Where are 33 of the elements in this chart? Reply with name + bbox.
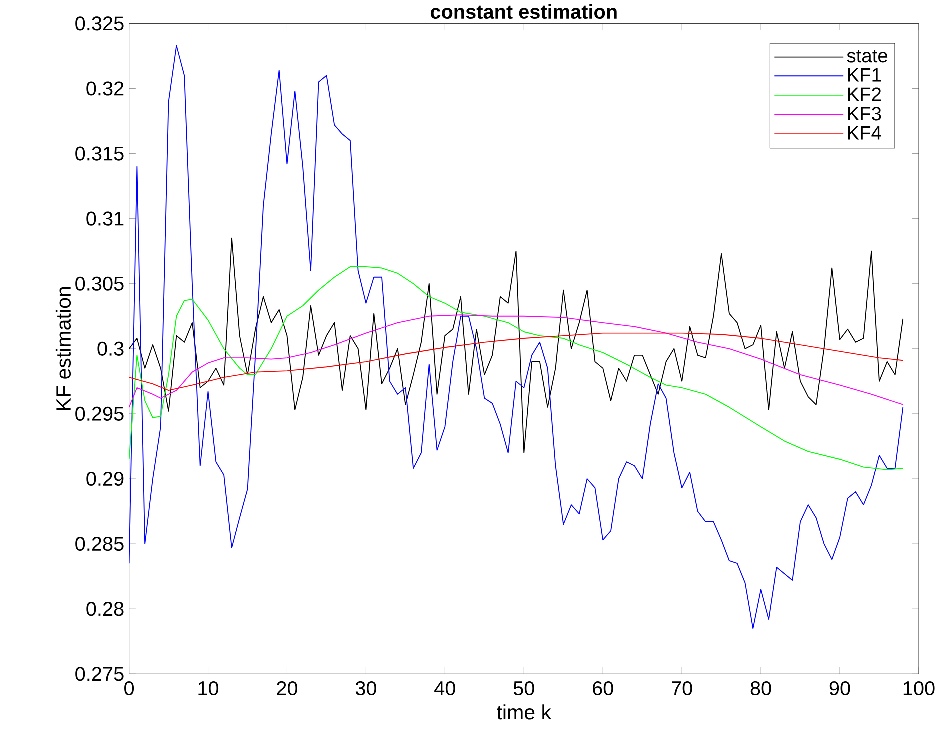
line-series: [129, 314, 904, 408]
y-tick-label: 0.28: [86, 602, 124, 616]
y-tick-label: 0.32: [86, 82, 124, 96]
x-tick-label: 30: [356, 682, 376, 696]
x-tick-label: 0: [124, 682, 134, 696]
y-tick-label: 0.31: [86, 212, 124, 226]
x-tick-label: 20: [277, 682, 298, 696]
y-tick-label: 0.275: [76, 667, 124, 682]
x-tick-label: 60: [593, 682, 614, 696]
legend-label: KF4: [848, 126, 882, 140]
y-tick-label: 0.325: [76, 16, 124, 31]
x-tick-label: 40: [434, 682, 456, 696]
y-tick-label: 0.285: [76, 537, 124, 552]
x-tick-label: 70: [672, 682, 692, 696]
x-tick-label: 80: [750, 682, 772, 696]
x-tick-label: 100: [904, 682, 935, 696]
legend-label: KF3: [848, 107, 882, 121]
line-series: [129, 266, 904, 470]
line-series: [129, 238, 904, 454]
legend-label: KF2: [848, 88, 882, 102]
legend-label: state: [847, 50, 888, 63]
x-tick-label: 50: [514, 682, 534, 696]
y-tick-label: 0.305: [76, 276, 124, 292]
y-tick-label: 0.315: [76, 146, 124, 161]
y-axis-title: KF estimation: [56, 288, 72, 410]
x-tick-label: 90: [830, 682, 850, 696]
chart-title: constant estimation: [430, 4, 617, 20]
legend-label: KF1: [848, 68, 882, 82]
y-tick-label: 0.29: [86, 472, 124, 486]
x-axis-title: time k: [497, 704, 552, 720]
x-tick-label: 10: [198, 682, 219, 696]
y-tick-label: 0.3: [98, 342, 124, 356]
y-tick-label: 0.295: [76, 407, 124, 422]
